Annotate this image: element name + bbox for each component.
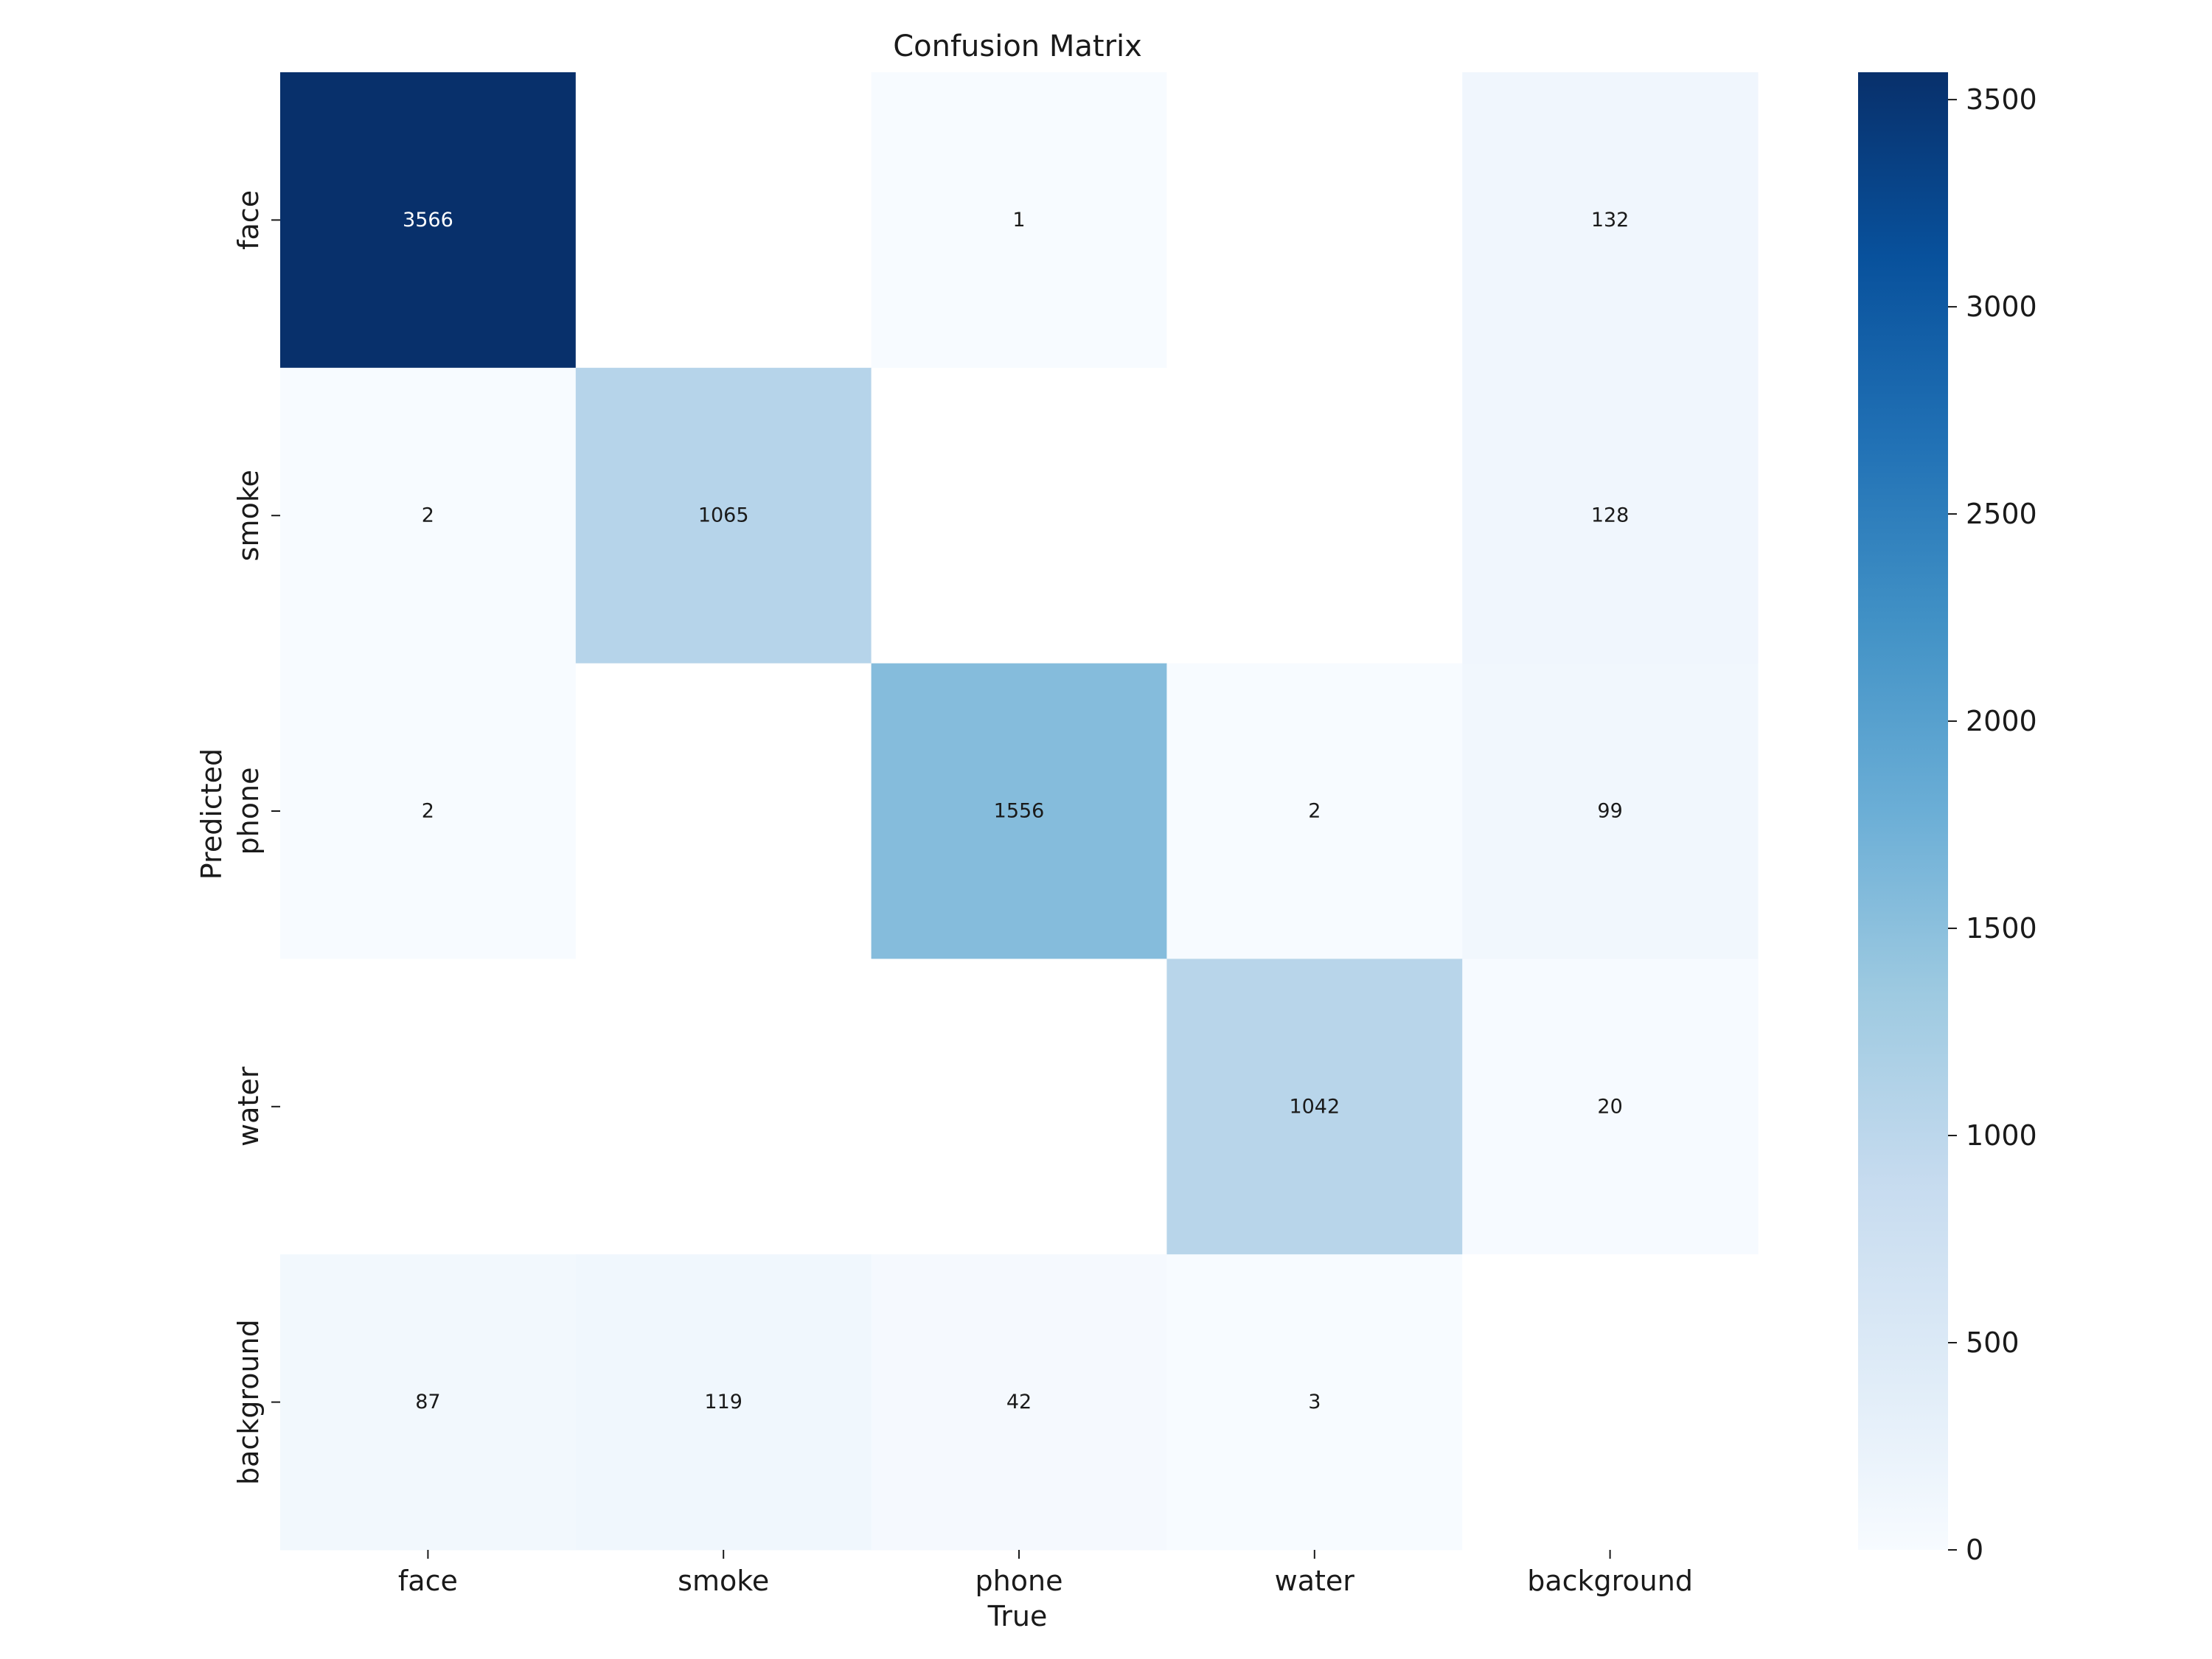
x-axis-title: True (987, 1600, 1048, 1632)
colorbar-tick-label-1500: 1500 (1966, 912, 2037, 945)
heatmap-cell-background-phone (871, 1254, 1167, 1551)
cell-value-water-background: 20 (1597, 1095, 1622, 1118)
cell-value-smoke-face: 2 (422, 504, 434, 527)
colorbar-tick-label-1000: 1000 (1966, 1119, 2037, 1152)
cell-value-phone-background: 99 (1597, 800, 1622, 823)
y-tick-label-face: face (232, 190, 265, 250)
colorbar-tick-label-2000: 2000 (1966, 705, 2037, 737)
heatmap-cell-background-background (1462, 1254, 1759, 1551)
x-tick-label-background: background (1527, 1565, 1693, 1597)
heatmap-cell-water-phone (871, 959, 1167, 1255)
cell-value-face-phone: 1 (1012, 209, 1025, 232)
heatmap-cell-smoke-smoke (575, 367, 872, 664)
cell-value-smoke-smoke: 1065 (698, 504, 749, 527)
heatmap-cell-phone-phone (871, 663, 1167, 959)
cell-value-phone-face: 2 (422, 800, 434, 823)
colorbar-ticks: 0 500 1000 1500 2000 2500 3000 3500 (1948, 83, 2037, 1566)
heatmap-cell-water-face (280, 959, 577, 1255)
colorbar-tick-label-500: 500 (1966, 1326, 2020, 1359)
cell-value-face-face: 3566 (403, 209, 453, 232)
heatmap-cell-labels: 3566 1 132 2 1065 128 2 1556 2 99 1042 20 87 119 42 3 (403, 209, 1629, 1413)
heatmap-cell-smoke-background (1462, 367, 1759, 664)
chart-title: Confusion Matrix (893, 29, 1142, 63)
x-axis: face smoke phone water background (398, 1550, 1693, 1597)
heatmap-cells (280, 72, 1759, 1551)
x-tick-label-phone: phone (975, 1565, 1063, 1597)
heatmap-cell-face-smoke (575, 72, 872, 369)
heatmap-cell-face-background (1462, 72, 1759, 369)
heatmap-cell-face-water (1166, 72, 1463, 369)
colorbar-tick-label-2500: 2500 (1966, 498, 2037, 530)
colorbar-tick-label-0: 0 (1966, 1534, 1983, 1566)
cell-value-water-water: 1042 (1289, 1095, 1340, 1118)
cell-value-phone-phone: 1556 (994, 800, 1045, 823)
heatmap-cell-background-water (1166, 1254, 1463, 1551)
heatmap-cell-background-face (280, 1254, 577, 1551)
heatmap-cell-smoke-face (280, 367, 577, 664)
cell-value-background-smoke: 119 (704, 1391, 742, 1413)
colorbar-tick-label-3000: 3000 (1966, 291, 2037, 323)
colorbar (1858, 72, 1948, 1550)
heatmap-cell-phone-face (280, 663, 577, 959)
heatmap-cell-background-smoke (575, 1254, 872, 1551)
heatmap-cell-phone-water (1166, 663, 1463, 959)
cell-value-face-background: 132 (1591, 209, 1630, 232)
x-tick-label-smoke: smoke (678, 1565, 769, 1597)
heatmap-cell-phone-smoke (575, 663, 872, 959)
y-tick-label-water: water (232, 1066, 265, 1147)
cell-value-smoke-background: 128 (1591, 504, 1630, 527)
colorbar-gradient (1858, 72, 1948, 1550)
heatmap-cell-water-smoke (575, 959, 872, 1255)
heatmap-cell-smoke-water (1166, 367, 1463, 664)
cell-value-background-phone: 42 (1006, 1391, 1032, 1413)
cell-value-phone-water: 2 (1308, 800, 1321, 823)
heatmap-cell-face-face (280, 72, 577, 369)
heatmap-cell-smoke-phone (871, 367, 1167, 664)
x-tick-label-water: water (1275, 1565, 1355, 1597)
heatmap-cell-face-phone (871, 72, 1167, 369)
y-tick-label-phone: phone (232, 768, 265, 855)
y-tick-label-background: background (232, 1319, 265, 1485)
y-axis-title: Predicted (195, 748, 228, 880)
heatmap-cell-water-water (1166, 959, 1463, 1255)
y-axis: face smoke phone water background (232, 190, 280, 1485)
y-tick-label-smoke: smoke (232, 470, 265, 561)
heatmap-cell-phone-background (1462, 663, 1759, 959)
cell-value-background-water: 3 (1308, 1391, 1321, 1413)
colorbar-tick-label-3500: 3500 (1966, 83, 2037, 116)
heatmap-cell-water-background (1462, 959, 1759, 1255)
x-tick-label-face: face (398, 1565, 458, 1597)
cell-value-background-face: 87 (415, 1391, 440, 1413)
